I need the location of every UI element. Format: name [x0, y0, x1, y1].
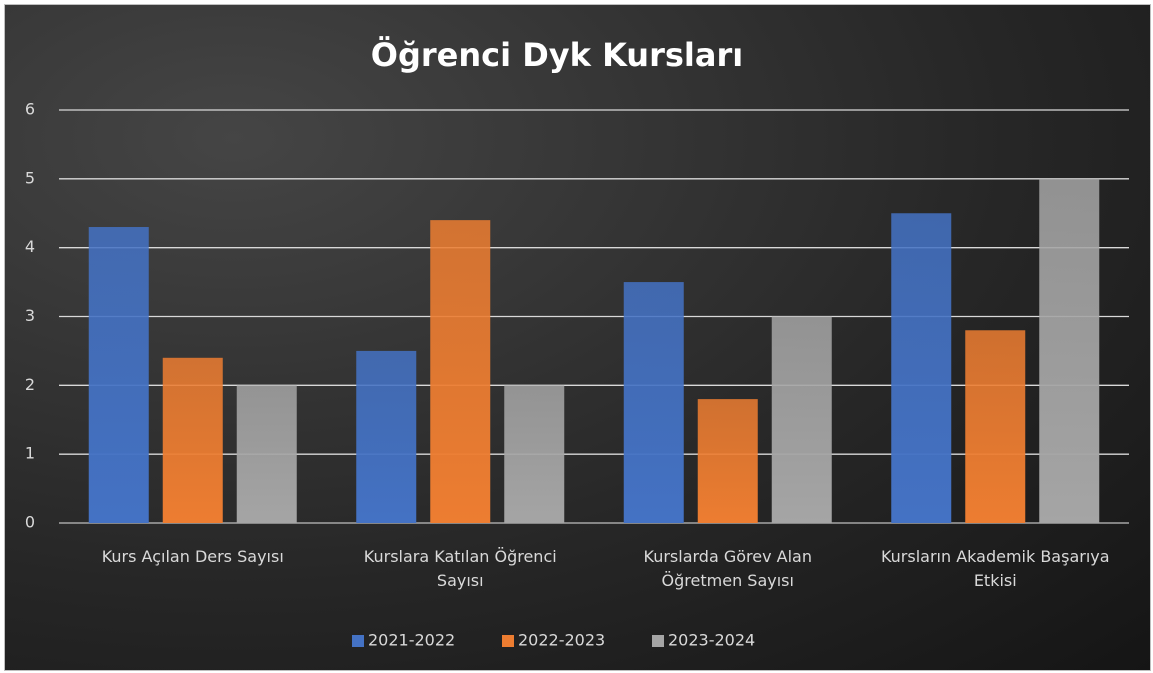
chart-frame: Öğrenci Dyk Kursları 0 1 2 3 4 5 6 2021-2022 202… [4, 4, 1151, 671]
legend-swatch [502, 635, 514, 647]
y-tick-label: 1 [25, 444, 35, 463]
y-tick-label: 0 [25, 513, 35, 532]
x-tick-label: Kursların Akademik Başarıya Etkisi [880, 547, 1110, 590]
y-tick-label: 6 [25, 100, 35, 119]
chart: Öğrenci Dyk Kursları 0 1 2 3 4 5 6 2021-2022 202… [25, 36, 1129, 650]
legend-label: 2022-2023 [518, 631, 605, 650]
bar [162, 357, 223, 523]
legend-swatch [652, 635, 664, 647]
bar [623, 282, 684, 523]
y-tick-label: 5 [25, 168, 35, 187]
x-tick-label: Kurslara Katılan Öğrenci Sayısı [363, 547, 557, 590]
bar [1039, 178, 1100, 524]
x-tick-label: Kurslarda Görev Alan Öğretmen Sayısı [643, 547, 813, 590]
bar [88, 227, 149, 523]
x-tick-label: Kurs Açılan Ders Sayısı [101, 547, 284, 566]
bar [236, 385, 297, 523]
legend-label: 2023-2024 [668, 631, 755, 650]
bar [356, 350, 417, 523]
legend-label: 2021-2022 [368, 631, 455, 650]
bar [965, 330, 1026, 523]
bar [891, 213, 952, 523]
y-tick-label: 2 [25, 375, 35, 394]
y-tick-label: 3 [25, 306, 35, 325]
y-tick-label: 4 [25, 237, 35, 256]
bar [504, 385, 565, 523]
chart-title: Öğrenci Dyk Kursları [371, 36, 743, 74]
bar [697, 399, 758, 523]
bar [430, 220, 491, 523]
legend-swatch [352, 635, 364, 647]
bar [771, 316, 832, 523]
